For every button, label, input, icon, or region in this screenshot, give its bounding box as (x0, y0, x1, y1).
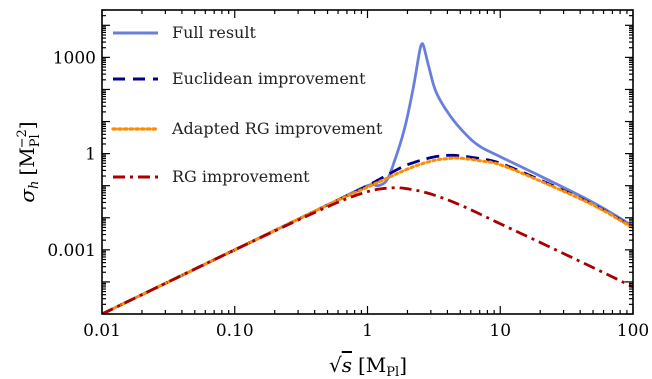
legend: Full result Euclidean improvement Adapted … (111, 23, 383, 186)
y-tick-label-2: 1000 (53, 48, 96, 68)
series-line-3 (102, 186, 633, 314)
x-axis-label: √s [MPl] (329, 353, 407, 379)
legend-label-3: RG improvement (172, 167, 310, 186)
y-tick-label-0: 0.001 (47, 241, 96, 261)
plot-frame (101, 9, 634, 315)
ticks-layer: 0.01 0.10 1 10 100 0.001 1 1000 (47, 9, 649, 341)
x-tick-label-4: 100 (617, 321, 649, 341)
legend-label-2: Adapted RG improvement (171, 119, 383, 138)
legend-label-0: Full result (172, 23, 256, 42)
series-line-2 (102, 156, 633, 314)
legend-label-1: Euclidean improvement (172, 69, 366, 88)
series-layer (102, 42, 633, 314)
x-tick-label-0: 0.01 (83, 321, 121, 341)
x-tick-label-3: 10 (489, 321, 511, 341)
y-axis-label: σh[MPl−2] (15, 121, 43, 202)
x-tick-label-2: 1 (362, 321, 373, 341)
y-tick-label-1: 1 (85, 145, 96, 165)
x-tick-label-1: 0.10 (216, 321, 254, 341)
